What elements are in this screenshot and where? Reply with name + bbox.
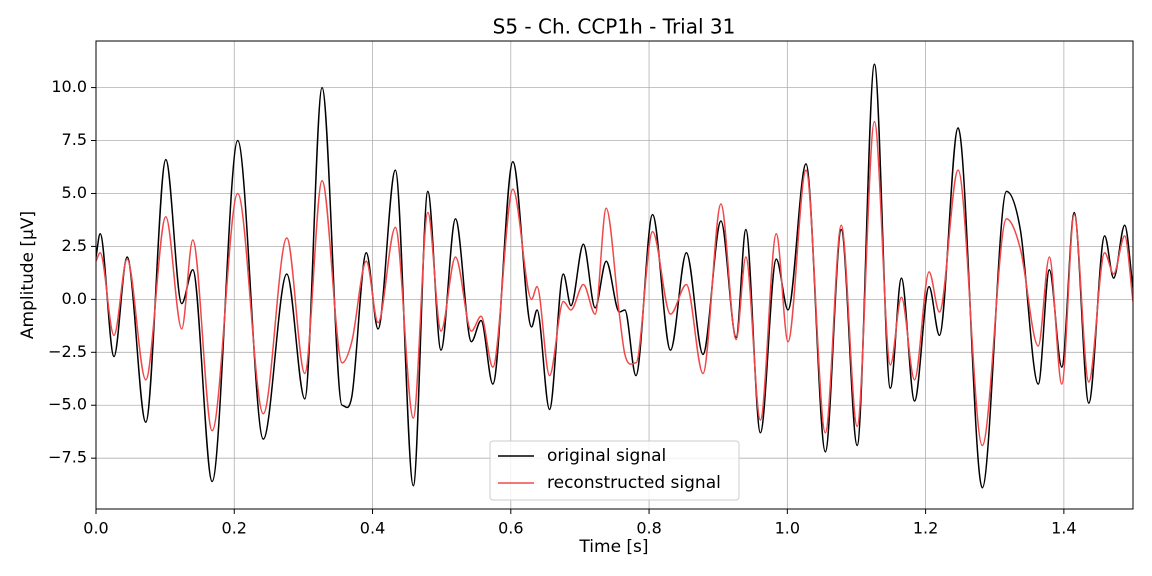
x-tick-label: 0.2	[222, 519, 247, 538]
y-axis-label: Amplitude [μV]	[18, 211, 38, 339]
y-tick-label: −2.5	[48, 342, 87, 361]
x-tick-label: 0.8	[636, 519, 661, 538]
y-tick-label: 0.0	[62, 289, 87, 308]
x-tick-label: 0.0	[83, 519, 108, 538]
x-tick-label: 0.4	[360, 519, 385, 538]
series-line	[96, 63, 1133, 489]
x-axis-label: Time [s]	[578, 537, 648, 557]
plot-frame	[95, 40, 1134, 510]
y-tick-label: 7.5	[62, 130, 87, 149]
legend-label: original signal	[547, 446, 666, 466]
x-tick-label: 1.0	[775, 519, 800, 538]
y-tick-label: −5.0	[48, 395, 87, 414]
y-tick-label: 2.5	[62, 236, 87, 255]
x-tick-label: 1.2	[913, 519, 938, 538]
y-tick-label: 10.0	[51, 77, 87, 96]
legend-label: reconstructed signal	[547, 473, 721, 493]
x-tick-label: 0.6	[498, 519, 523, 538]
legend-box	[489, 440, 740, 501]
x-tick-label: 1.4	[1051, 519, 1076, 538]
series-line	[96, 120, 1133, 447]
chart-title: S5 - Ch. CCP1h - Trial 31	[493, 15, 736, 39]
y-tick-label: −7.5	[48, 448, 87, 467]
y-tick-label: 5.0	[62, 183, 87, 202]
